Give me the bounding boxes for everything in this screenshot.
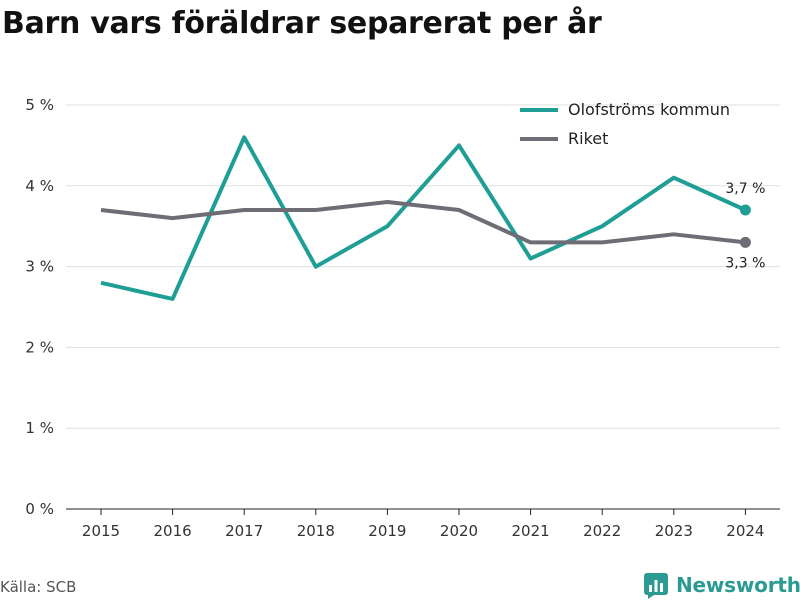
x-tick-label: 2019 xyxy=(368,522,406,540)
y-tick-label: 5 % xyxy=(25,96,54,114)
x-tick-label: 2020 xyxy=(440,522,478,540)
x-tick-label: 2021 xyxy=(512,522,550,540)
x-tick-label: 2018 xyxy=(297,522,335,540)
source-label: Källa: SCB xyxy=(0,578,77,596)
y-tick-label: 1 % xyxy=(25,419,54,437)
x-tick-label: 2015 xyxy=(82,522,120,540)
end-value-label-2: 3,3 % xyxy=(725,255,765,271)
y-tick-label: 4 % xyxy=(25,177,54,195)
series-line-1 xyxy=(100,135,747,301)
newsworthy-logo-icon xyxy=(644,573,668,599)
x-tick-label: 2023 xyxy=(655,522,693,540)
x-tick-label: 2016 xyxy=(154,522,192,540)
brand: Newsworthy xyxy=(644,569,800,601)
x-tick-label: 2024 xyxy=(726,522,764,540)
x-tick-label: 2017 xyxy=(225,522,263,540)
chart-title: Barn vars föräldrar separerat per år xyxy=(2,6,602,41)
legend-label-1: Olofströms kommun xyxy=(568,100,730,119)
brand-name: Newsworthy xyxy=(676,573,800,597)
x-tick-label: 2022 xyxy=(583,522,621,540)
y-tick-label: 3 % xyxy=(25,258,54,276)
series-line-2 xyxy=(100,200,746,245)
series-end-point-2 xyxy=(739,236,751,248)
y-tick-label: 2 % xyxy=(25,338,54,356)
legend-label-2: Riket xyxy=(568,129,608,148)
series-end-point-1 xyxy=(739,204,751,216)
end-value-label-1: 3,7 % xyxy=(725,181,765,197)
line-chart: 0 % 1 % 2 % 3 % 4 % 5 % 2015 2016 2017 2018 2019 20… xyxy=(25,96,780,540)
y-tick-label: 0 % xyxy=(25,500,54,518)
